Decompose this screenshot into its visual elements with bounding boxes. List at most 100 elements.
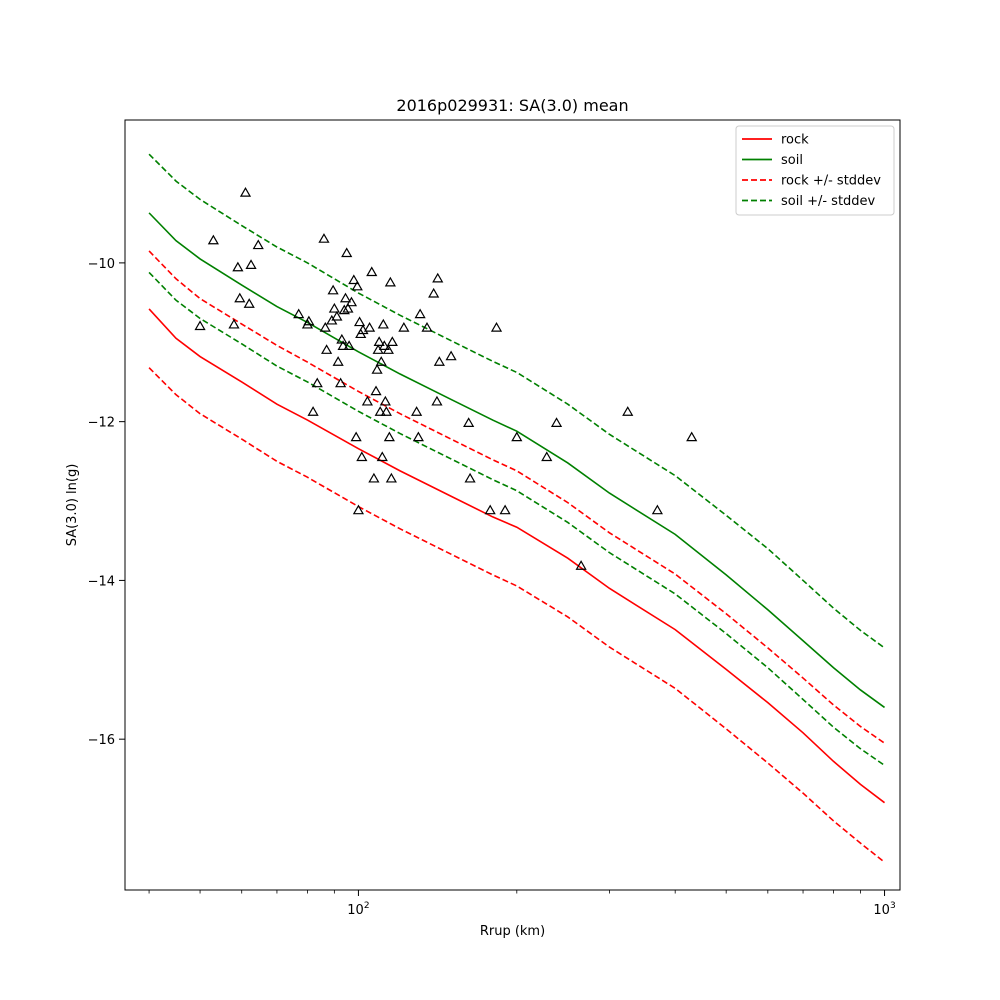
observation-point	[511, 431, 523, 442]
observation-point	[414, 308, 426, 319]
plot-frame	[124, 119, 901, 891]
observation-point	[318, 233, 330, 243]
observation-point	[321, 344, 333, 354]
observation-point	[239, 187, 252, 197]
observation-point	[380, 406, 392, 416]
observation-point	[332, 356, 344, 366]
observation-point	[622, 406, 634, 416]
observation-point	[371, 364, 383, 374]
observation-point	[368, 472, 380, 483]
observation-point	[228, 318, 240, 329]
legend: rock soil rock +/- stddev soil +/- stddev	[735, 125, 895, 216]
observation-point	[353, 316, 366, 327]
observation-point	[343, 340, 355, 350]
series-line-3	[148, 367, 886, 863]
observation-point	[370, 385, 382, 396]
observation-point	[338, 304, 350, 315]
observation-point	[378, 340, 390, 350]
observation-point	[232, 261, 244, 272]
observation-point	[431, 395, 443, 406]
observation-point	[575, 560, 587, 570]
y-tick-label: −14	[88, 574, 115, 589]
series-layer	[148, 153, 886, 863]
observation-point	[374, 406, 386, 416]
y-tick-label: −10	[88, 257, 115, 272]
observation-point	[252, 239, 264, 250]
series-line-1	[148, 212, 886, 709]
y-axis-label: SA(3.0) ln(g)	[65, 464, 80, 547]
observation-point	[335, 377, 347, 388]
observation-point	[377, 318, 389, 329]
observation-point	[421, 321, 433, 332]
observation-point	[303, 315, 315, 326]
observation-point	[376, 451, 388, 462]
observation-point	[445, 350, 457, 361]
legend-box	[735, 125, 895, 216]
observation-point	[331, 310, 343, 321]
chart-title: 2016p029931: SA(3.0) mean	[396, 96, 628, 115]
observation-point	[386, 336, 398, 346]
y-tick-label: −12	[88, 416, 115, 431]
observation-point	[366, 266, 378, 277]
observation-point	[651, 504, 663, 515]
observation-point	[411, 406, 423, 416]
legend-label: rock +/- stddev	[781, 174, 881, 189]
observation-point	[341, 247, 353, 258]
observation-point	[194, 320, 206, 331]
observation-point	[350, 431, 362, 442]
x-tick-label: 102	[347, 901, 369, 918]
observation-point	[327, 284, 339, 295]
observation-point	[319, 321, 331, 332]
observation-point	[345, 296, 358, 307]
observation-point	[234, 292, 246, 303]
observation-point	[375, 356, 387, 366]
y-axis: −10 −12 −14 −16	[88, 257, 125, 748]
observation-point	[307, 406, 319, 416]
series-line-5	[148, 271, 885, 767]
observation-point	[383, 431, 395, 442]
observation-point	[337, 340, 349, 350]
observation-point	[339, 292, 352, 303]
observation-point	[428, 287, 440, 298]
observation-point	[207, 234, 219, 245]
observation-point	[432, 272, 444, 283]
x-tick-label: 103	[873, 901, 895, 918]
series-line-0	[148, 308, 886, 804]
observation-point	[433, 356, 445, 366]
observation-point	[382, 344, 394, 354]
legend-label: soil +/- stddev	[781, 194, 876, 209]
legend-label: rock	[781, 133, 809, 148]
observation-point	[342, 302, 354, 313]
observation-point	[351, 280, 363, 291]
observation-point	[398, 321, 410, 332]
x-axis-label: Rrup (km)	[480, 924, 545, 939]
observation-point	[541, 451, 553, 462]
observation-point	[499, 504, 511, 515]
observation-point	[328, 302, 340, 313]
observation-point	[311, 377, 323, 388]
plot-area	[124, 119, 901, 891]
observation-point	[348, 274, 360, 285]
observation-point	[463, 417, 475, 427]
observation-point	[464, 472, 476, 483]
observation-point	[490, 321, 503, 332]
y-tick-label: −16	[88, 733, 115, 748]
observation-point	[352, 504, 365, 515]
series-line-2	[148, 250, 885, 744]
observation-point	[363, 321, 376, 332]
observation-point	[412, 431, 424, 442]
observation-point	[550, 417, 563, 427]
legend-label: soil	[781, 153, 803, 168]
observation-point	[361, 395, 373, 406]
observation-point	[385, 472, 397, 483]
observation-point	[356, 451, 368, 462]
series-line-4	[148, 153, 886, 649]
observation-point	[373, 336, 385, 346]
observations-layer	[194, 187, 698, 570]
observation-point	[245, 259, 257, 269]
legend-entries: rock soil rock +/- stddev soil +/- stddev	[742, 133, 881, 209]
observation-point	[293, 308, 305, 319]
observation-point	[484, 504, 496, 515]
observation-point	[243, 298, 255, 308]
